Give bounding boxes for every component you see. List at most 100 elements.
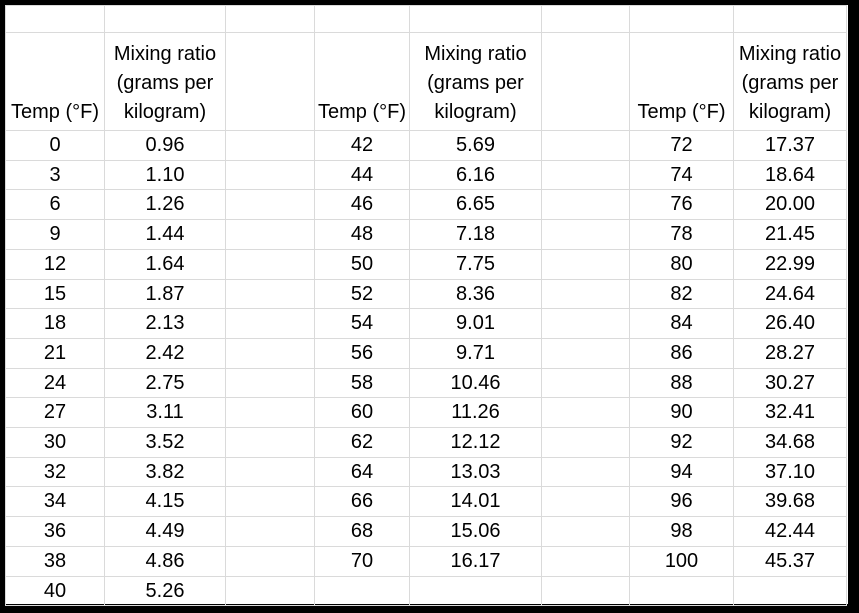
ratio-cell[interactable]: 20.00 [733, 189, 847, 221]
ratio-cell[interactable]: 26.40 [733, 308, 847, 339]
ratio-cell[interactable]: 1.26 [104, 189, 226, 221]
temp-cell[interactable]: 34 [5, 486, 105, 518]
ratio-cell[interactable]: 12.12 [409, 427, 542, 458]
temp-cell[interactable]: 86 [629, 337, 734, 369]
spacer-cell[interactable] [541, 278, 630, 310]
temp-cell[interactable]: 56 [314, 337, 410, 369]
temp-cell[interactable]: 48 [314, 219, 410, 250]
temp-header-cell[interactable]: Temp (°F) [5, 32, 105, 131]
ratio-cell[interactable]: 1.64 [104, 248, 226, 280]
ratio-cell[interactable]: 7.18 [409, 219, 542, 250]
ratio-header-cell[interactable]: Mixing ratio (grams per kilogram) [104, 32, 226, 131]
empty-cell[interactable] [225, 5, 315, 33]
temp-cell[interactable]: 18 [5, 308, 105, 339]
ratio-cell[interactable]: 28.27 [733, 337, 847, 369]
spacer-cell[interactable] [225, 397, 315, 429]
ratio-cell[interactable]: 16.17 [409, 545, 542, 577]
ratio-cell[interactable]: 42.44 [733, 516, 847, 547]
ratio-cell[interactable] [733, 575, 847, 607]
temp-cell[interactable]: 52 [314, 278, 410, 310]
spacer-cell[interactable] [541, 189, 630, 221]
temp-cell[interactable]: 42 [314, 130, 410, 161]
ratio-cell[interactable]: 4.15 [104, 486, 226, 518]
spacer-cell[interactable] [541, 575, 630, 607]
ratio-cell[interactable]: 37.10 [733, 456, 847, 488]
ratio-header-cell[interactable]: Mixing ratio (grams per kilogram) [733, 32, 847, 131]
spacer-cell[interactable] [225, 516, 315, 547]
ratio-cell[interactable]: 7.75 [409, 248, 542, 280]
spacer-cell[interactable] [541, 337, 630, 369]
temp-cell[interactable]: 76 [629, 189, 734, 221]
ratio-cell[interactable]: 0.96 [104, 130, 226, 161]
ratio-cell[interactable]: 4.86 [104, 545, 226, 577]
temp-cell[interactable]: 30 [5, 427, 105, 458]
empty-cell[interactable] [409, 5, 542, 33]
ratio-cell[interactable]: 18.64 [733, 159, 847, 191]
empty-cell[interactable] [314, 5, 410, 33]
ratio-cell[interactable]: 2.13 [104, 308, 226, 339]
ratio-cell[interactable]: 5.69 [409, 130, 542, 161]
temp-cell[interactable]: 21 [5, 337, 105, 369]
temp-header-cell[interactable]: Temp (°F) [629, 32, 734, 131]
temp-cell[interactable]: 68 [314, 516, 410, 547]
spacer-cell[interactable] [225, 427, 315, 458]
temp-cell[interactable]: 94 [629, 456, 734, 488]
ratio-cell[interactable]: 9.01 [409, 308, 542, 339]
spacer-cell[interactable] [225, 456, 315, 488]
spacer-cell[interactable] [225, 308, 315, 339]
temp-cell[interactable]: 36 [5, 516, 105, 547]
temp-cell[interactable]: 88 [629, 367, 734, 399]
spacer-cell[interactable] [541, 516, 630, 547]
temp-cell[interactable]: 78 [629, 219, 734, 250]
ratio-cell[interactable]: 34.68 [733, 427, 847, 458]
ratio-cell[interactable]: 21.45 [733, 219, 847, 250]
spacer-cell[interactable] [225, 486, 315, 518]
ratio-cell[interactable]: 3.52 [104, 427, 226, 458]
temp-cell[interactable]: 62 [314, 427, 410, 458]
ratio-cell[interactable]: 6.65 [409, 189, 542, 221]
temp-cell[interactable]: 80 [629, 248, 734, 280]
spacer-cell[interactable] [225, 219, 315, 250]
temp-cell[interactable]: 3 [5, 159, 105, 191]
temp-cell[interactable]: 82 [629, 278, 734, 310]
temp-cell[interactable]: 40 [5, 575, 105, 607]
ratio-cell[interactable]: 11.26 [409, 397, 542, 429]
temp-cell[interactable]: 98 [629, 516, 734, 547]
temp-cell[interactable]: 9 [5, 219, 105, 250]
ratio-cell[interactable]: 30.27 [733, 367, 847, 399]
ratio-cell[interactable]: 45.37 [733, 545, 847, 577]
ratio-cell[interactable]: 15.06 [409, 516, 542, 547]
ratio-cell[interactable]: 5.26 [104, 575, 226, 607]
spacer-cell[interactable] [541, 367, 630, 399]
temp-cell[interactable]: 100 [629, 545, 734, 577]
spacer-cell[interactable] [225, 545, 315, 577]
temp-cell[interactable]: 32 [5, 456, 105, 488]
empty-cell[interactable] [733, 5, 847, 33]
temp-cell[interactable]: 74 [629, 159, 734, 191]
ratio-cell[interactable]: 10.46 [409, 367, 542, 399]
temp-cell[interactable]: 90 [629, 397, 734, 429]
temp-cell[interactable]: 46 [314, 189, 410, 221]
spacer-cell[interactable] [225, 130, 315, 161]
temp-cell[interactable]: 70 [314, 545, 410, 577]
temp-cell[interactable]: 66 [314, 486, 410, 518]
ratio-cell[interactable]: 14.01 [409, 486, 542, 518]
empty-cell[interactable] [541, 5, 630, 33]
spacer-cell[interactable] [541, 308, 630, 339]
temp-cell[interactable]: 44 [314, 159, 410, 191]
ratio-cell[interactable]: 9.71 [409, 337, 542, 369]
temp-cell[interactable]: 92 [629, 427, 734, 458]
spacer-cell[interactable] [541, 130, 630, 161]
temp-cell[interactable]: 54 [314, 308, 410, 339]
ratio-header-cell[interactable]: Mixing ratio (grams per kilogram) [409, 32, 542, 131]
ratio-cell[interactable]: 32.41 [733, 397, 847, 429]
spacer-cell[interactable] [225, 278, 315, 310]
temp-cell[interactable]: 50 [314, 248, 410, 280]
spacer-cell[interactable] [541, 427, 630, 458]
temp-cell[interactable]: 0 [5, 130, 105, 161]
temp-cell[interactable] [314, 575, 410, 607]
spacer-cell[interactable] [225, 337, 315, 369]
spacer-cell[interactable] [541, 159, 630, 191]
ratio-cell[interactable]: 13.03 [409, 456, 542, 488]
spacer-cell[interactable] [225, 159, 315, 191]
